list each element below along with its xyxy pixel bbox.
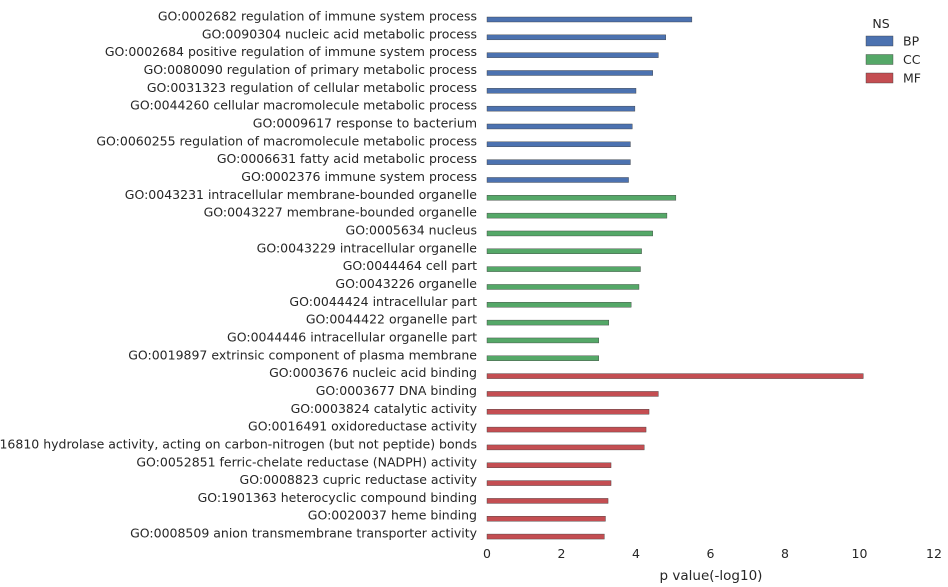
- category-label: GO:0002376 immune system process: [241, 169, 477, 184]
- bar-bp: [486, 52, 659, 58]
- category-label: GO:0044464 cell part: [343, 258, 477, 273]
- category-label: GO:0044424 intracellular part: [289, 294, 477, 309]
- category-label: GO:0002682 regulation of immune system p…: [158, 9, 477, 24]
- category-label: GO:0016810 hydrolase activity, acting on…: [0, 436, 477, 451]
- category-label: GO:0020037 heme binding: [308, 508, 477, 523]
- bar-mf: [486, 426, 647, 433]
- legend-swatch-mf: [865, 72, 894, 84]
- bar-bp: [486, 123, 633, 130]
- category-label: GO:0003677 DNA binding: [316, 383, 477, 398]
- bar-cc: [486, 248, 642, 254]
- legend-label-mf: MF: [903, 71, 921, 86]
- bar-cc: [486, 195, 677, 201]
- bar-mf: [486, 391, 659, 397]
- category-label: GO:0044422 organelle part: [306, 312, 477, 327]
- bar-bp: [486, 70, 653, 76]
- bar-mf: [486, 373, 864, 379]
- legend-label-bp: BP: [903, 34, 920, 49]
- category-label: GO:0044260 cellular macromolecule metabo…: [130, 98, 477, 113]
- category-label: GO:0090304 nucleic acid metabolic proces…: [202, 26, 477, 41]
- category-label: GO:0002684 positive regulation of immune…: [105, 44, 477, 59]
- legend: NS BP CC MF: [865, 16, 921, 86]
- x-tick-label: 0: [483, 546, 491, 561]
- bar-bp: [486, 34, 667, 41]
- x-tick-label: 2: [558, 546, 566, 561]
- category-label: GO:0043231 intracellular membrane-bounde…: [125, 187, 478, 202]
- category-label: GO:0031323 regulation of cellular metabo…: [147, 80, 477, 95]
- bar-cc: [486, 337, 599, 344]
- bar-mf: [486, 533, 605, 540]
- bar-cc: [486, 230, 653, 237]
- bar-mf: [486, 444, 645, 451]
- bar-bp: [486, 16, 693, 23]
- category-label: GO:0043226 organelle: [335, 276, 477, 291]
- category-label: GO:0009617 response to bacterium: [253, 115, 477, 130]
- x-tick-label: 10: [852, 546, 868, 561]
- x-tick-label: 6: [707, 546, 715, 561]
- bar-bp: [486, 88, 637, 94]
- category-label: GO:0008823 cupric reductase activity: [240, 472, 478, 487]
- legend-swatch-bp: [865, 35, 894, 47]
- legend-label-cc: CC: [903, 52, 921, 67]
- bar-cc: [486, 355, 599, 361]
- bar-bp: [486, 177, 629, 183]
- category-label: GO:0005634 nucleus: [346, 222, 477, 237]
- bar-bp: [486, 105, 636, 112]
- x-tick-label: 4: [632, 546, 640, 561]
- category-label: GO:0060255 regulation of macromolecule m…: [96, 133, 477, 148]
- bar-cc: [486, 266, 641, 272]
- bar-cc: [486, 302, 632, 308]
- bar-cc: [486, 212, 668, 219]
- category-label: GO:0016491 oxidoreductase activity: [248, 419, 478, 434]
- bar-mf: [486, 409, 650, 415]
- category-label: GO:0003824 catalytic activity: [291, 401, 478, 416]
- category-label: GO:0003676 nucleic acid binding: [269, 365, 477, 380]
- bar-cc: [486, 319, 610, 326]
- x-axis-title: p value(-log10): [660, 568, 763, 584]
- bar-mf: [486, 480, 612, 486]
- bar-mf: [486, 516, 606, 522]
- bar-mf: [486, 498, 609, 504]
- bars-layer: [486, 16, 864, 540]
- bar-bp: [486, 159, 631, 165]
- category-label: GO:0006631 fatty acid metabolic process: [217, 151, 477, 166]
- x-tick-label: 12: [926, 546, 942, 561]
- category-label: GO:1901363 heterocyclic compound binding: [198, 490, 477, 505]
- category-label: GO:0044446 intracellular organelle part: [227, 329, 477, 344]
- legend-title: NS: [872, 16, 889, 31]
- category-label: GO:0043229 intracellular organelle: [257, 240, 478, 255]
- legend-swatch-cc: [865, 54, 894, 65]
- x-axis: p value(-log10) 0 2 4 6 8 10 12: [483, 546, 942, 584]
- category-label: GO:0019897 extrinsic component of plasma…: [128, 347, 477, 362]
- bar-cc: [486, 284, 640, 290]
- x-tick-label: 8: [781, 546, 789, 561]
- bar-mf: [486, 462, 612, 468]
- category-label: GO:0052851 ferric-chelate reductase (NAD…: [136, 454, 477, 469]
- category-labels: GO:0002682 regulation of immune system p…: [0, 9, 478, 541]
- category-label: GO:0080090 regulation of primary metabol…: [144, 62, 477, 77]
- category-label: GO:0043227 membrane-bounded organelle: [204, 205, 478, 220]
- category-label: GO:0008509 anion transmembrane transport…: [130, 526, 477, 541]
- bar-bp: [486, 141, 631, 148]
